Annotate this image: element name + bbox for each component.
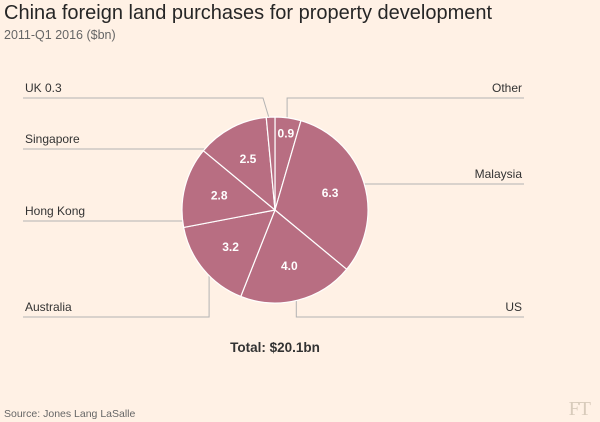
pie-slice-singapore [202,116,276,212]
value-label-other: 0.9 [278,127,295,141]
category-label-singapore: Singapore [25,132,80,146]
leader-line-other [286,97,524,126]
category-label-other: Other [492,81,522,95]
category-labels: Other Malaysia US Australia Hong Kong Singapo… [25,81,522,314]
category-label-uk: UK 0.3 [25,81,62,95]
value-label-us: 4.0 [281,259,298,273]
source-note: Source: Jones Lang LaSalle [4,408,136,420]
ft-logo: FT [568,398,591,420]
leader-line-australia [23,264,210,318]
category-label-us: US [505,300,522,314]
total-annotation: Total: $20.1bn [230,340,320,355]
pie-slice-australia [182,209,276,298]
leader-line-us [295,292,524,318]
pie-slice-malaysia [274,119,369,271]
leader-line-uk [23,97,272,125]
pie-slice-us [239,209,348,304]
chart-title: China foreign land purchases for propert… [4,2,493,24]
value-label-singapore: 2.5 [240,152,257,166]
pie-slice-uk [265,116,276,211]
category-label-hong-kong: Hong Kong [25,204,85,218]
value-labels: 0.9 6.3 4.0 3.2 2.8 2.5 [211,127,339,273]
value-label-malaysia: 6.3 [322,186,339,200]
category-label-australia: Australia [25,300,72,314]
value-label-hong-kong: 2.8 [211,189,228,203]
pie-slices [181,116,369,304]
category-label-malaysia: Malaysia [475,167,523,181]
chart-subtitle: 2011-Q1 2016 ($bn) [4,28,116,42]
pie-slice-hong-kong [181,149,277,229]
value-label-australia: 3.2 [222,240,239,254]
